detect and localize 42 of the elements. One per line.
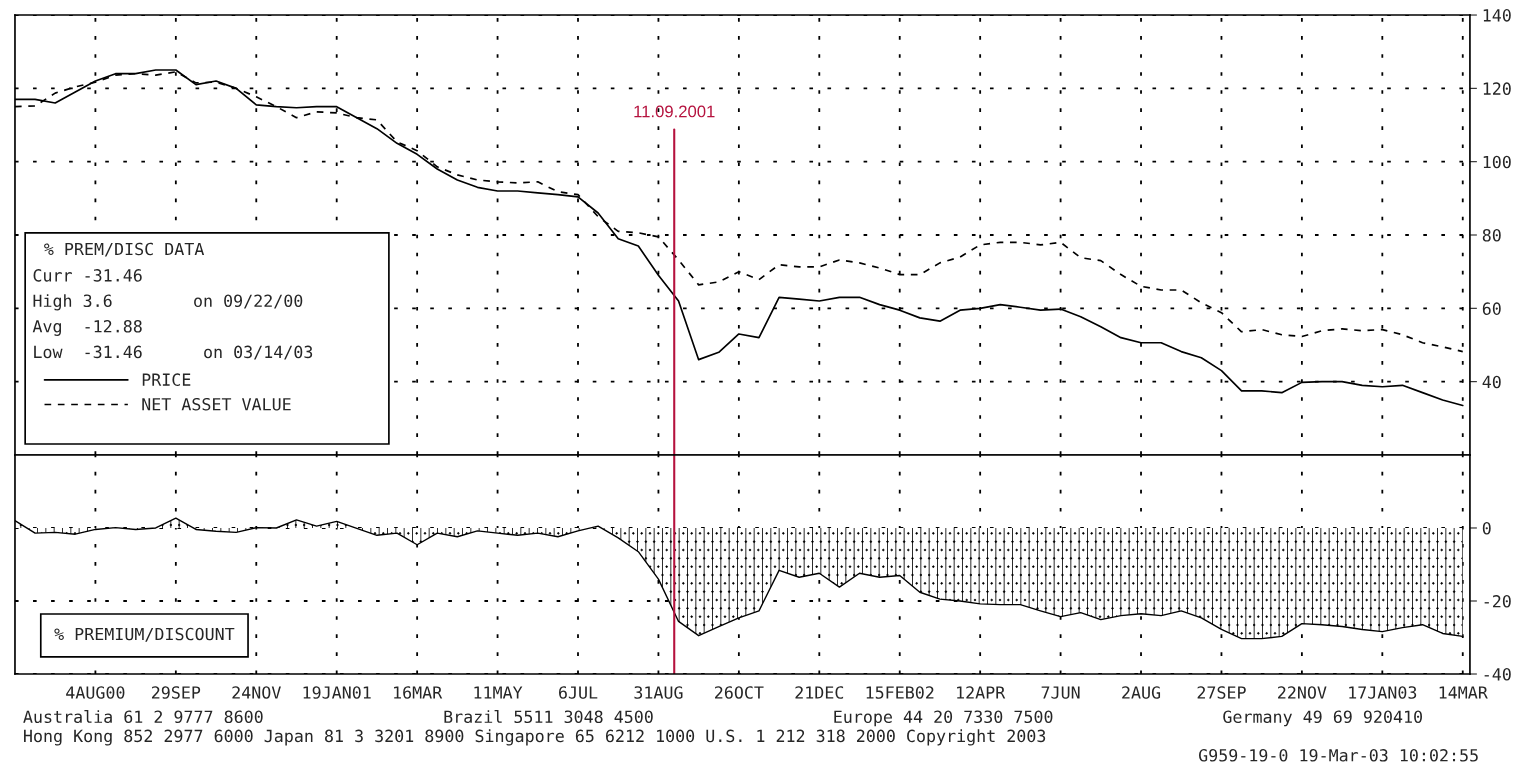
x-tick-label: 6JUL — [559, 686, 598, 699]
text: Europe 44 20 7330 7500 — [834, 710, 1053, 727]
x-tick-label: 7JUN — [1041, 686, 1080, 699]
text: % PREMIUM/DISCOUNT — [54, 627, 235, 642]
x-tick-label: 4AUG00 — [66, 686, 125, 699]
annotation: Low -31.46 on 03/14/03 — [34, 345, 313, 360]
x-tick-label: 27SEP — [1197, 686, 1246, 699]
y-tick-label: 60 — [1482, 302, 1501, 315]
annotation: Curr -31.46 — [33, 269, 142, 282]
y-tick-label: 80 — [1482, 229, 1501, 242]
y-tick-label: 140 — [1483, 9, 1511, 22]
y-tick-label: 120 — [1483, 82, 1511, 95]
x-tick-label: 17JAN03 — [1349, 686, 1417, 699]
x-tick-label: 12APR — [957, 686, 1006, 699]
text: Hong Kong 852 2977 6000 Japan 81 3 3201 8900 Singapore 65 6212 1000 U.S. 1 212 318 2000 Copyright 2003 — [24, 729, 1046, 746]
text: G959-19-0 19-Mar-03 10:02:55 — [1198, 749, 1478, 762]
x-tick-label: 21DEC — [795, 686, 844, 699]
x-tick-label: 14MAR — [1439, 686, 1488, 699]
y-tick-label: -40 — [1484, 668, 1511, 681]
x-tick-label: 31AUG — [634, 686, 683, 699]
x-tick-label: 22NOV — [1278, 686, 1327, 699]
text: Brazil 5511 3048 4500 — [444, 710, 653, 724]
ref-line-label: 11.09.2001 — [634, 105, 715, 118]
x-tick-label: 26OCT — [715, 686, 764, 699]
x-tick-label: 11MAY — [474, 686, 523, 699]
x-tick-label: 24NOV — [232, 686, 281, 699]
legend-label: PRICE — [142, 373, 191, 386]
y-tick-label: 40 — [1482, 375, 1501, 389]
text: Australia 61 2 9777 8600 — [23, 710, 263, 724]
y-tick-label: -20 — [1484, 595, 1511, 608]
x-tick-label: 16MAR — [394, 686, 443, 699]
text: Germany 49 69 920410 — [1223, 710, 1422, 727]
x-tick-label: 19JAN01 — [303, 686, 371, 699]
annotation: High 3.6 on 09/22/00 — [33, 294, 303, 311]
annotation: Avg -12.88 — [32, 319, 142, 336]
legend-label: NET ASSET VALUE — [142, 397, 291, 411]
legend-title: % PREM/DISC DATA — [44, 242, 205, 257]
x-tick-label: 29SEP — [151, 686, 201, 699]
y-tick-label: 100 — [1483, 155, 1511, 169]
x-tick-label: 15FEB02 — [866, 686, 934, 699]
x-tick-label: 2AUG — [1122, 686, 1161, 699]
y-tick-label: 0 — [1482, 521, 1491, 535]
